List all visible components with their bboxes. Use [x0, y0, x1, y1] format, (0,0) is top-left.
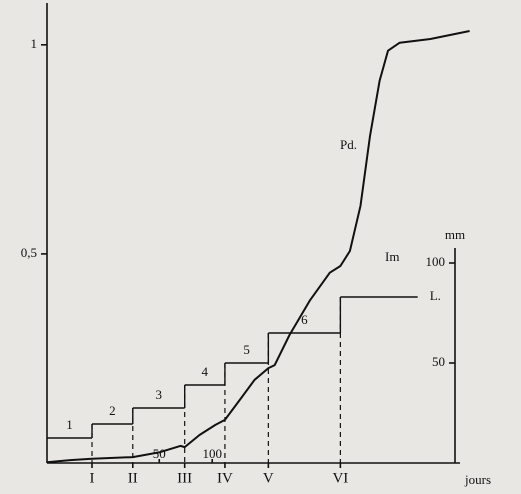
- step-label: 2: [109, 403, 116, 418]
- stage-label: III: [177, 470, 192, 486]
- stage-label: VI: [332, 470, 348, 486]
- y-tick-label: 0,5: [21, 245, 37, 260]
- annotation: Im: [385, 249, 399, 264]
- x-tick-label: 50: [153, 446, 166, 461]
- y2-tick-label: 100: [426, 254, 446, 269]
- curve: [46, 30, 470, 464]
- x-axis-label: jours: [464, 472, 491, 487]
- stage-label: V: [263, 470, 274, 486]
- stage-label: IV: [217, 470, 233, 486]
- y-tick-label: 1: [31, 36, 38, 51]
- y2-axis-label: mm: [445, 227, 465, 242]
- step-label: 1: [66, 417, 73, 432]
- step-label: 4: [202, 364, 209, 379]
- stage-label: I: [90, 470, 95, 486]
- x-tick-label: 100: [202, 446, 222, 461]
- y2-tick-label: 50: [432, 354, 445, 369]
- step-label: 6: [301, 312, 308, 327]
- stage-label: II: [128, 470, 138, 486]
- step-label: 5: [243, 342, 250, 357]
- series-label: Pd.: [340, 137, 357, 152]
- step-label: 3: [155, 387, 162, 402]
- step-label: L.: [430, 288, 441, 303]
